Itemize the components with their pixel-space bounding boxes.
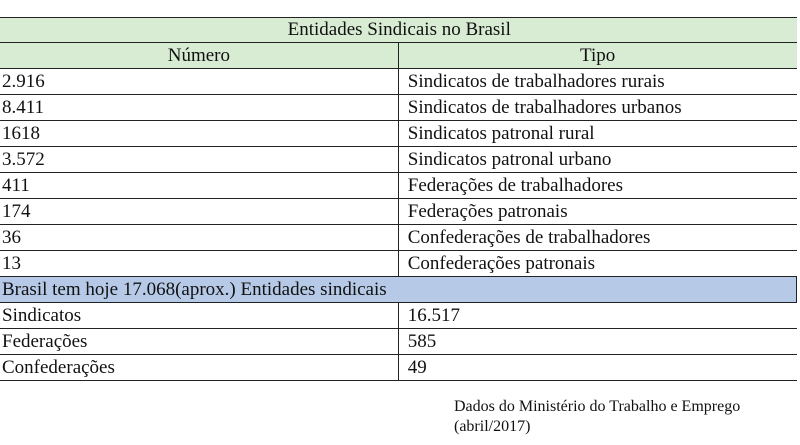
cell-type: Confederações de trabalhadores: [398, 224, 797, 251]
source-note: Dados do Ministério do Trabalho e Empreg…: [454, 397, 740, 437]
total-value: 16.517: [398, 302, 797, 329]
totals-row: Federações 585: [0, 328, 797, 355]
total-label: Confederações: [0, 354, 399, 381]
table-row: 174 Federações patronais: [0, 198, 797, 225]
table-row: 36 Confederações de trabalhadores: [0, 224, 797, 251]
cell-number: 174: [0, 198, 399, 225]
source-date: (abril/2017): [454, 418, 531, 435]
table-row: 1618 Sindicatos patronal rural: [0, 120, 797, 147]
table-row: 8.411 Sindicatos de trabalhadores urbano…: [0, 94, 797, 121]
cell-number: 1618: [0, 120, 399, 147]
cell-type: Sindicatos patronal rural: [398, 120, 797, 147]
cell-type: Sindicatos patronal urbano: [398, 146, 797, 173]
cell-type: Sindicatos de trabalhadores urbanos: [398, 94, 797, 121]
source-line: Dados do Ministério do Trabalho e Empreg…: [454, 398, 741, 415]
header-tipo: Tipo: [398, 42, 797, 69]
cell-type: Confederações patronais: [398, 250, 797, 277]
total-value: 49: [398, 354, 797, 381]
total-value: 585: [398, 328, 797, 355]
cell-number: 2.916: [0, 68, 399, 95]
union-entities-table-container: Entidades Sindicais no Brasil Número Tip…: [0, 17, 800, 381]
table-row: 13 Confederações patronais: [0, 250, 797, 277]
cell-number: 411: [0, 172, 399, 199]
total-label: Federações: [0, 328, 399, 355]
total-label: Sindicatos: [0, 302, 399, 329]
union-entities-table: Entidades Sindicais no Brasil Número Tip…: [0, 17, 797, 381]
header-numero: Número: [0, 42, 399, 69]
summary-row: Brasil tem hoje 17.068(aprox.) Entidades…: [0, 276, 797, 303]
cell-number: 36: [0, 224, 399, 251]
summary-text: Brasil tem hoje 17.068(aprox.) Entidades…: [0, 276, 797, 303]
cell-number: 3.572: [0, 146, 399, 173]
table-row: 2.916 Sindicatos de trabalhadores rurais: [0, 68, 797, 95]
table-title: Entidades Sindicais no Brasil: [0, 17, 797, 43]
totals-row: Confederações 49: [0, 354, 797, 381]
cell-type: Federações patronais: [398, 198, 797, 225]
totals-row: Sindicatos 16.517: [0, 302, 797, 329]
cell-type: Federações de trabalhadores: [398, 172, 797, 199]
cell-number: 8.411: [0, 94, 399, 121]
table-header-row: Número Tipo: [0, 42, 797, 69]
cell-number: 13: [0, 250, 399, 277]
cell-type: Sindicatos de trabalhadores rurais: [398, 68, 797, 95]
table-title-row: Entidades Sindicais no Brasil: [0, 17, 797, 43]
table-row: 411 Federações de trabalhadores: [0, 172, 797, 199]
table-row: 3.572 Sindicatos patronal urbano: [0, 146, 797, 173]
